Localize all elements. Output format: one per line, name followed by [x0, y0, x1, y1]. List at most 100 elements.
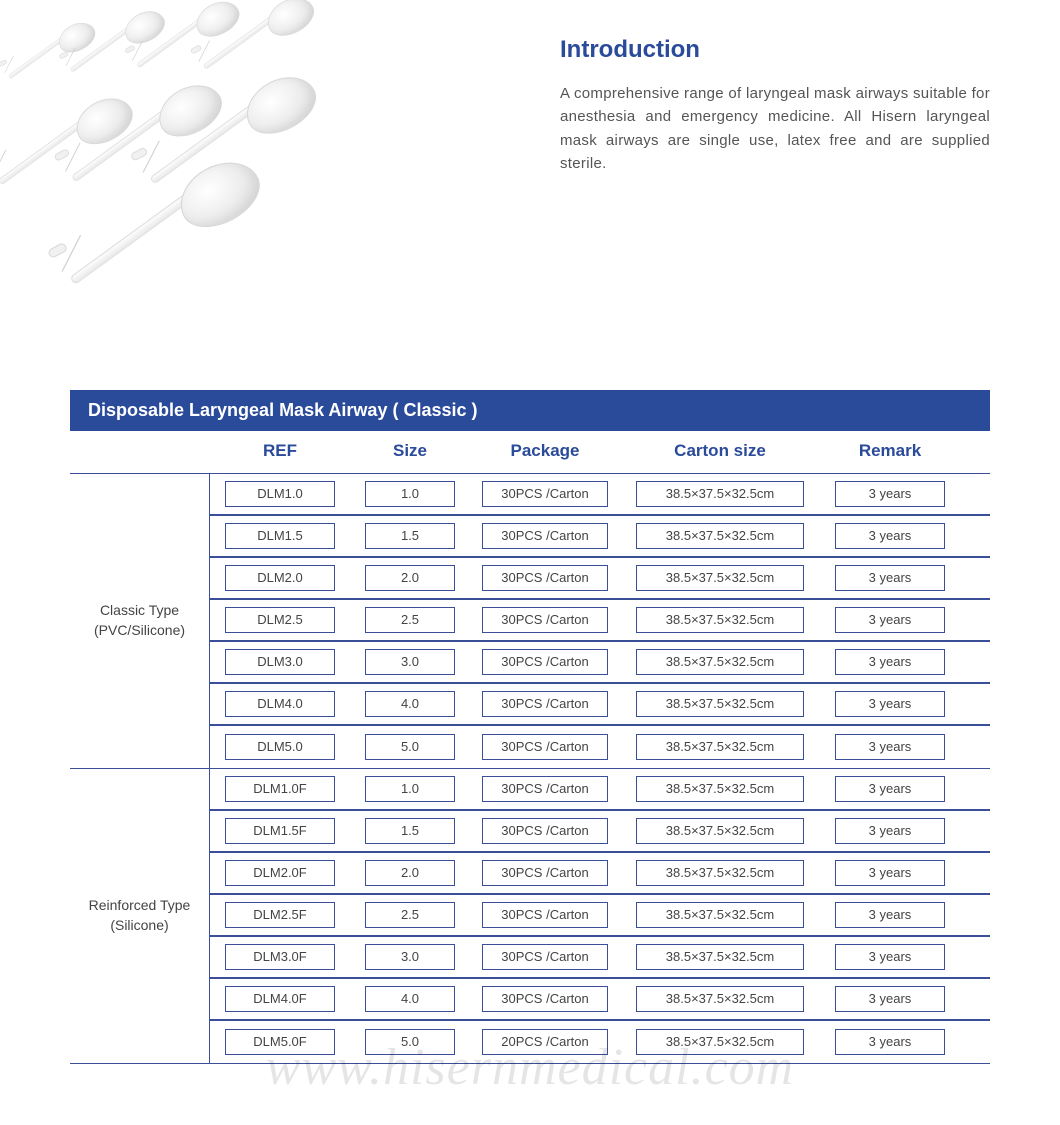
carton-value: 38.5×37.5×32.5cm	[636, 649, 804, 675]
size-value: 2.0	[365, 860, 455, 886]
remark-value: 3 years	[835, 691, 945, 717]
carton-cell: 38.5×37.5×32.5cm	[620, 1029, 820, 1055]
package-value: 30PCS /Carton	[482, 776, 608, 802]
package-value: 30PCS /Carton	[482, 691, 608, 717]
table-row: DLM2.52.530PCS /Carton38.5×37.5×32.5cm3 …	[210, 600, 990, 642]
ref-cell: DLM1.5	[210, 523, 350, 549]
ref-cell: DLM1.0	[210, 481, 350, 507]
remark-value: 3 years	[835, 734, 945, 760]
size-value: 4.0	[365, 986, 455, 1012]
size-cell: 1.0	[350, 776, 470, 802]
package-value: 30PCS /Carton	[482, 607, 608, 633]
package-cell: 30PCS /Carton	[470, 734, 620, 760]
size-cell: 1.5	[350, 818, 470, 844]
package-value: 30PCS /Carton	[482, 860, 608, 886]
spec-table-body: Classic Type (PVC/Silicone)DLM1.0 1.0 30PC…	[70, 473, 990, 1064]
size-cell: 1.0	[350, 481, 470, 507]
carton-value: 38.5×37.5×32.5cm	[636, 565, 804, 591]
remark-value: 3 years	[835, 523, 945, 549]
size-cell: 5.0	[350, 734, 470, 760]
package-value: 30PCS /Carton	[482, 649, 608, 675]
ref-value: DLM5.0F	[225, 1029, 335, 1055]
col-header-package: Package	[470, 441, 620, 461]
carton-cell: 38.5×37.5×32.5cm	[620, 986, 820, 1012]
ref-cell: DLM2.5	[210, 607, 350, 633]
ref-cell: DLM2.0F	[210, 860, 350, 886]
carton-cell: 38.5×37.5×32.5cm	[620, 902, 820, 928]
package-value: 20PCS /Carton	[482, 1029, 608, 1055]
size-value: 1.0	[365, 776, 455, 802]
remark-value: 3 years	[835, 818, 945, 844]
remark-cell: 3 years	[820, 734, 960, 760]
remark-cell: 3 years	[820, 565, 960, 591]
carton-cell: 38.5×37.5×32.5cm	[620, 523, 820, 549]
size-cell: 5.0	[350, 1029, 470, 1055]
ref-value: DLM2.5F	[225, 902, 335, 928]
carton-value: 38.5×37.5×32.5cm	[636, 986, 804, 1012]
carton-cell: 38.5×37.5×32.5cm	[620, 776, 820, 802]
ref-cell: DLM2.5F	[210, 902, 350, 928]
size-cell: 2.0	[350, 565, 470, 591]
package-value: 30PCS /Carton	[482, 944, 608, 970]
ref-value: DLM4.0	[225, 691, 335, 717]
ref-cell: DLM4.0	[210, 691, 350, 717]
group-label: Classic Type (PVC/Silicone)	[70, 474, 210, 768]
remark-cell: 3 years	[820, 523, 960, 549]
carton-cell: 38.5×37.5×32.5cm	[620, 860, 820, 886]
spec-group: Reinforced Type (Silicone)DLM1.0F1.030PC…	[70, 769, 990, 1064]
ref-cell: DLM4.0F	[210, 986, 350, 1012]
carton-cell: 38.5×37.5×32.5cm	[620, 649, 820, 675]
intro-body: A comprehensive range of laryngeal mask …	[560, 82, 990, 175]
carton-cell: 38.5×37.5×32.5cm	[620, 565, 820, 591]
remark-value: 3 years	[835, 986, 945, 1012]
remark-value: 3 years	[835, 481, 945, 507]
size-cell: 4.0	[350, 691, 470, 717]
package-value: 30PCS /Carton	[482, 734, 608, 760]
remark-cell: 3 years	[820, 481, 960, 507]
ref-value: DLM4.0F	[225, 986, 335, 1012]
ref-value: DLM2.0F	[225, 860, 335, 886]
ref-cell: DLM3.0	[210, 649, 350, 675]
table-row: DLM1.5F1.530PCS /Carton38.5×37.5×32.5cm3…	[210, 811, 990, 853]
remark-cell: 3 years	[820, 691, 960, 717]
package-cell: 30PCS /Carton	[470, 607, 620, 633]
table-row: DLM1.51.530PCS /Carton38.5×37.5×32.5cm3 …	[210, 516, 990, 558]
remark-cell: 3 years	[820, 860, 960, 886]
size-value: 1.5	[365, 523, 455, 549]
carton-value: 38.5×37.5×32.5cm	[636, 1029, 804, 1055]
table-row: DLM2.5F2.530PCS /Carton38.5×37.5×32.5cm3…	[210, 895, 990, 937]
size-cell: 3.0	[350, 944, 470, 970]
table-row: DLM1.0F1.030PCS /Carton38.5×37.5×32.5cm3…	[210, 769, 990, 811]
table-row: DLM2.0F 2.0 30PCS /Carton 38.5×37.5×32.5cm 3…	[210, 853, 990, 895]
ref-value: DLM2.0	[225, 565, 335, 591]
remark-cell: 3 years	[820, 818, 960, 844]
table-row: DLM4.0F 4.0 30PCS /Carton 38.5×37.5×32.5cm 3…	[210, 979, 990, 1021]
size-value: 3.0	[365, 649, 455, 675]
ref-value: DLM1.5F	[225, 818, 335, 844]
carton-value: 38.5×37.5×32.5cm	[636, 776, 804, 802]
size-value: 2.5	[365, 607, 455, 633]
ref-cell: DLM5.0	[210, 734, 350, 760]
remark-value: 3 years	[835, 776, 945, 802]
remark-cell: 3 years	[820, 1029, 960, 1055]
table-row: DLM5.0F 5.0 20PCS /Carton 38.5×37.5×32.5cm 3…	[210, 1021, 990, 1063]
package-cell: 30PCS /Carton	[470, 986, 620, 1012]
col-header-remark: Remark	[820, 441, 960, 461]
size-value: 1.5	[365, 818, 455, 844]
ref-value: DLM3.0	[225, 649, 335, 675]
table-row: DLM3.03.030PCS /Carton38.5×37.5×32.5cm3 …	[210, 642, 990, 684]
ref-value: DLM1.5	[225, 523, 335, 549]
size-value: 1.0	[365, 481, 455, 507]
carton-cell: 38.5×37.5×32.5cm	[620, 734, 820, 760]
remark-value: 3 years	[835, 565, 945, 591]
ref-value: DLM5.0	[225, 734, 335, 760]
size-value: 5.0	[365, 734, 455, 760]
col-header-size: Size	[350, 441, 470, 461]
remark-value: 3 years	[835, 860, 945, 886]
package-cell: 30PCS /Carton	[470, 860, 620, 886]
package-value: 30PCS /Carton	[482, 986, 608, 1012]
carton-value: 38.5×37.5×32.5cm	[636, 734, 804, 760]
ref-value: DLM3.0F	[225, 944, 335, 970]
package-cell: 30PCS /Carton	[470, 481, 620, 507]
spec-table-section: Disposable Laryngeal Mask Airway ( Class…	[70, 390, 990, 1064]
